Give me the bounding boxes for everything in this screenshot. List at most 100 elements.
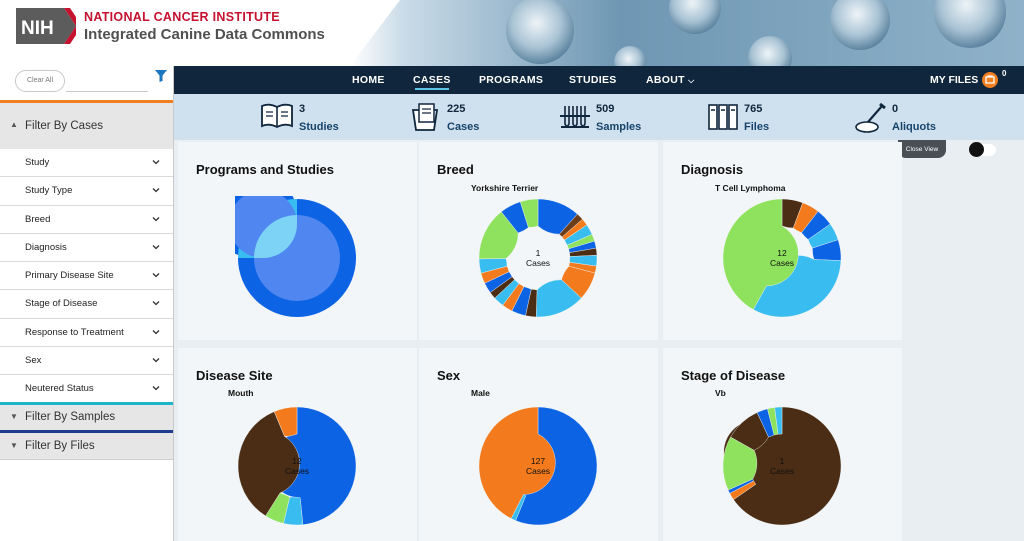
- stat-samples: 509 Samples: [558, 94, 668, 140]
- center-unit: Cases: [525, 466, 551, 476]
- nav-cases[interactable]: CASES: [413, 74, 451, 86]
- chevron-down-icon: [152, 358, 160, 363]
- center-count: 1: [535, 248, 541, 258]
- chart-card: Sex Male 127 Cases: [419, 348, 658, 541]
- donut-center-label: 127 Cases: [508, 456, 568, 476]
- nav-home[interactable]: HOME: [352, 74, 385, 86]
- site-title[interactable]: Integrated Canine Data Commons: [84, 26, 325, 43]
- case-file-icon: [411, 103, 439, 131]
- chevron-down-icon: [152, 216, 160, 222]
- pie-slice[interactable]: [722, 198, 799, 310]
- institute-name: NATIONAL CANCER INSTITUTE: [84, 10, 280, 24]
- stats-bar: 3 Studies 225 Cases 509 Samples: [174, 94, 1024, 140]
- my-files-link[interactable]: MY FILES: [930, 74, 979, 86]
- cases-filter-list: Study Study Type Breed Diagnosis Primary Dis…: [0, 149, 174, 404]
- chart-hover-label: Male: [471, 388, 490, 398]
- filter-item[interactable]: Study Type: [0, 177, 174, 206]
- chart-hover-label: Yorkshire Terrier: [471, 183, 539, 193]
- pie-slice[interactable]: [478, 406, 556, 519]
- stat-studies: 3 Studies: [260, 94, 360, 140]
- stat-aliquots: 0 Aliquots: [854, 94, 964, 140]
- filter-label: Primary Disease Site: [25, 270, 114, 282]
- chart-hover-label: Vb: [715, 388, 726, 398]
- cart-count-badge: 0: [1002, 69, 1007, 78]
- donut-chart[interactable]: [476, 196, 600, 320]
- chevron-down-icon: [152, 188, 160, 193]
- view-toggle-knob[interactable]: [969, 142, 984, 157]
- nih-logo[interactable]: NIH: [16, 8, 76, 44]
- pie-slice[interactable]: [520, 198, 539, 228]
- chevron-down-icon: ⌵: [688, 76, 695, 85]
- nav-about[interactable]: ABOUT ⌵: [646, 66, 694, 94]
- filter-by-samples-header[interactable]: ▼ Filter By Samples: [0, 405, 174, 430]
- filter-label: Stage of Disease: [25, 298, 98, 310]
- filter-label: Study: [25, 157, 50, 168]
- chevron-down-icon: [152, 273, 160, 278]
- section-label: Filter By Cases: [25, 120, 103, 132]
- stat-label: Cases: [447, 121, 480, 133]
- chart-card: Stage of Disease Vb 1 Cases: [663, 348, 902, 541]
- filter-by-files-header[interactable]: ▼ Filter By Files: [0, 433, 174, 459]
- filter-label: Response to Treatment: [25, 326, 124, 338]
- samples-section-accent: [0, 402, 174, 405]
- section-label: Filter By Samples: [25, 411, 116, 423]
- donut-chart[interactable]: [235, 404, 359, 528]
- chart-card: Disease Site Mouth 12 Cases: [178, 348, 417, 541]
- chart-title: Breed: [437, 162, 474, 177]
- chart-card: Breed Yorkshire Terrier 1 Cases: [419, 142, 658, 340]
- donut-chart[interactable]: [720, 404, 844, 528]
- filter-label: Diagnosis: [25, 241, 67, 253]
- chart-title: Programs and Studies: [196, 162, 334, 177]
- filter-item[interactable]: Primary Disease Site: [0, 262, 174, 291]
- stat-value: 225: [447, 103, 466, 115]
- pie-slice[interactable]: [237, 411, 300, 517]
- stat-files: 765 Files: [707, 94, 807, 140]
- chart-title: Disease Site: [196, 368, 273, 383]
- active-tab-indicator: [415, 88, 449, 90]
- chart-title: Sex: [437, 368, 461, 383]
- binders-icon: [708, 104, 738, 130]
- chevron-down-icon: [152, 160, 160, 165]
- divider: [0, 459, 174, 460]
- pie-slice[interactable]: [273, 406, 298, 437]
- sidebar-divider: [173, 66, 174, 541]
- stat-label: Files: [744, 121, 770, 133]
- donut-center-label: 12 Cases: [752, 248, 812, 268]
- filter-item[interactable]: Sex: [0, 347, 174, 376]
- pie-inner-slice[interactable]: [235, 196, 340, 301]
- book-icon: [261, 103, 293, 129]
- test-tubes-icon: [560, 106, 590, 128]
- center-unit: Cases: [769, 466, 795, 476]
- stat-label: Aliquots: [892, 121, 936, 133]
- close-view-button[interactable]: Close View: [898, 140, 946, 158]
- clear-all-button[interactable]: Clear All: [15, 70, 65, 92]
- donut-chart[interactable]: [476, 404, 600, 528]
- chevron-down-icon: [152, 244, 160, 250]
- pie-inner-slice[interactable]: [254, 215, 297, 258]
- cart-icon[interactable]: [982, 72, 998, 88]
- stat-label: Studies: [299, 121, 339, 133]
- filter-item[interactable]: Study: [0, 149, 174, 178]
- funnel-filter-icon[interactable]: [155, 70, 167, 82]
- nav-studies[interactable]: STUDIES: [569, 74, 617, 86]
- dashboard-widgets: Close View Programs and Studies Breed York…: [174, 140, 1024, 541]
- chart-hover-label: T Cell Lymphoma: [715, 183, 786, 193]
- donut-chart[interactable]: [720, 196, 844, 320]
- nav-programs[interactable]: PROGRAMS: [479, 74, 544, 86]
- filter-item[interactable]: Breed: [0, 206, 174, 234]
- svg-text:NIH: NIH: [21, 18, 54, 39]
- stat-value: 765: [744, 103, 763, 115]
- chevron-down-icon: [152, 301, 160, 306]
- filter-item[interactable]: Diagnosis: [0, 234, 174, 263]
- donut-center-label: 1 Cases: [752, 456, 812, 476]
- filter-label: Study Type: [25, 185, 73, 197]
- cases-section-accent: [0, 100, 174, 103]
- filter-sidebar: Clear All ▲ Filter By Cases Study Study T…: [0, 66, 174, 541]
- filter-item[interactable]: Stage of Disease: [0, 290, 174, 319]
- filter-by-cases-header[interactable]: ▲ Filter By Cases: [0, 103, 174, 149]
- filter-item[interactable]: Response to Treatment: [0, 319, 174, 348]
- collapse-triangle-icon: ▲: [10, 120, 18, 129]
- pie-slice[interactable]: [774, 406, 783, 435]
- filter-item[interactable]: Neutered Status: [0, 375, 174, 404]
- donut-chart[interactable]: [235, 196, 359, 320]
